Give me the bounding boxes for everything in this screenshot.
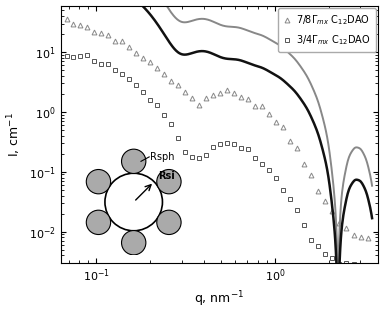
3/4$\Gamma_{mx}$ C$_{12}$DAO [225, 141, 229, 145]
7/8$\Gamma_{mx}$ C$_{12}$DAO [295, 146, 300, 150]
X-axis label: q, nm$^{-1}$: q, nm$^{-1}$ [194, 290, 245, 309]
7/8$\Gamma_{mx}$ C$_{12}$DAO [85, 25, 90, 29]
7/8$\Gamma_{mx}$ C$_{12}$DAO [302, 162, 306, 166]
7/8$\Gamma_{mx}$ C$_{12}$DAO [147, 60, 152, 64]
3/4$\Gamma_{mx}$ C$_{12}$DAO [302, 223, 306, 227]
3/4$\Gamma_{mx}$ C$_{12}$DAO [71, 55, 75, 59]
Line: 7/8$\Gamma_{mx}$ C$_{12}$DAO: 7/8$\Gamma_{mx}$ C$_{12}$DAO [64, 17, 370, 241]
Line: 3/4$\Gamma_{mx}$ C$_{12}$DAO: 3/4$\Gamma_{mx}$ C$_{12}$DAO [64, 53, 356, 266]
7/8$\Gamma_{mx}$ C$_{12}$DAO [154, 66, 159, 70]
7/8$\Gamma_{mx}$ C$_{12}$DAO [120, 39, 124, 43]
3/4$\Gamma_{mx}$ C$_{12}$DAO [239, 146, 243, 150]
7/8$\Gamma_{mx}$ C$_{12}$DAO [113, 39, 117, 43]
7/8$\Gamma_{mx}$ C$_{12}$DAO [169, 80, 173, 83]
7/8$\Gamma_{mx}$ C$_{12}$DAO [323, 199, 328, 203]
3/4$\Gamma_{mx}$ C$_{12}$DAO [204, 153, 208, 157]
3/4$\Gamma_{mx}$ C$_{12}$DAO [106, 62, 110, 66]
3/4$\Gamma_{mx}$ C$_{12}$DAO [182, 150, 187, 154]
3/4$\Gamma_{mx}$ C$_{12}$DAO [309, 238, 314, 242]
3/4$\Gamma_{mx}$ C$_{12}$DAO [197, 156, 201, 160]
7/8$\Gamma_{mx}$ C$_{12}$DAO [344, 226, 349, 230]
7/8$\Gamma_{mx}$ C$_{12}$DAO [99, 31, 103, 35]
3/4$\Gamma_{mx}$ C$_{12}$DAO [232, 142, 236, 146]
7/8$\Gamma_{mx}$ C$_{12}$DAO [267, 112, 271, 116]
3/4$\Gamma_{mx}$ C$_{12}$DAO [323, 252, 328, 256]
Legend: 7/8$\Gamma_{mx}$ C$_{12}$DAO, 3/4$\Gamma_{mx}$ C$_{12}$DAO: 7/8$\Gamma_{mx}$ C$_{12}$DAO, 3/4$\Gamma… [278, 9, 376, 52]
3/4$\Gamma_{mx}$ C$_{12}$DAO [175, 136, 180, 140]
3/4$\Gamma_{mx}$ C$_{12}$DAO [267, 168, 271, 172]
3/4$\Gamma_{mx}$ C$_{12}$DAO [218, 142, 222, 146]
7/8$\Gamma_{mx}$ C$_{12}$DAO [92, 30, 96, 33]
3/4$\Gamma_{mx}$ C$_{12}$DAO [246, 147, 250, 151]
7/8$\Gamma_{mx}$ C$_{12}$DAO [358, 235, 363, 238]
3/4$\Gamma_{mx}$ C$_{12}$DAO [92, 59, 96, 62]
3/4$\Gamma_{mx}$ C$_{12}$DAO [133, 83, 138, 87]
7/8$\Gamma_{mx}$ C$_{12}$DAO [239, 95, 243, 99]
7/8$\Gamma_{mx}$ C$_{12}$DAO [106, 33, 110, 37]
3/4$\Gamma_{mx}$ C$_{12}$DAO [147, 98, 152, 102]
7/8$\Gamma_{mx}$ C$_{12}$DAO [197, 103, 201, 107]
3/4$\Gamma_{mx}$ C$_{12}$DAO [274, 176, 278, 180]
7/8$\Gamma_{mx}$ C$_{12}$DAO [260, 104, 265, 107]
7/8$\Gamma_{mx}$ C$_{12}$DAO [288, 139, 293, 143]
7/8$\Gamma_{mx}$ C$_{12}$DAO [309, 174, 314, 177]
7/8$\Gamma_{mx}$ C$_{12}$DAO [175, 83, 180, 87]
3/4$\Gamma_{mx}$ C$_{12}$DAO [295, 208, 300, 212]
3/4$\Gamma_{mx}$ C$_{12}$DAO [253, 156, 257, 159]
3/4$\Gamma_{mx}$ C$_{12}$DAO [141, 90, 145, 94]
Y-axis label: I, cm$^{-1}$: I, cm$^{-1}$ [5, 112, 23, 157]
7/8$\Gamma_{mx}$ C$_{12}$DAO [127, 45, 131, 49]
3/4$\Gamma_{mx}$ C$_{12}$DAO [337, 262, 342, 266]
7/8$\Gamma_{mx}$ C$_{12}$DAO [281, 125, 286, 129]
3/4$\Gamma_{mx}$ C$_{12}$DAO [85, 54, 90, 57]
7/8$\Gamma_{mx}$ C$_{12}$DAO [330, 209, 335, 213]
7/8$\Gamma_{mx}$ C$_{12}$DAO [133, 51, 138, 55]
3/4$\Gamma_{mx}$ C$_{12}$DAO [330, 256, 335, 260]
3/4$\Gamma_{mx}$ C$_{12}$DAO [211, 145, 215, 149]
7/8$\Gamma_{mx}$ C$_{12}$DAO [204, 96, 208, 100]
7/8$\Gamma_{mx}$ C$_{12}$DAO [78, 23, 83, 27]
7/8$\Gamma_{mx}$ C$_{12}$DAO [232, 91, 236, 95]
3/4$\Gamma_{mx}$ C$_{12}$DAO [169, 123, 173, 126]
7/8$\Gamma_{mx}$ C$_{12}$DAO [351, 233, 356, 237]
7/8$\Gamma_{mx}$ C$_{12}$DAO [253, 104, 257, 107]
3/4$\Gamma_{mx}$ C$_{12}$DAO [190, 155, 194, 159]
7/8$\Gamma_{mx}$ C$_{12}$DAO [71, 22, 75, 26]
3/4$\Gamma_{mx}$ C$_{12}$DAO [316, 244, 321, 248]
7/8$\Gamma_{mx}$ C$_{12}$DAO [211, 93, 215, 97]
7/8$\Gamma_{mx}$ C$_{12}$DAO [64, 18, 69, 21]
7/8$\Gamma_{mx}$ C$_{12}$DAO [141, 56, 145, 60]
3/4$\Gamma_{mx}$ C$_{12}$DAO [288, 198, 293, 201]
3/4$\Gamma_{mx}$ C$_{12}$DAO [351, 262, 356, 266]
7/8$\Gamma_{mx}$ C$_{12}$DAO [246, 97, 250, 100]
7/8$\Gamma_{mx}$ C$_{12}$DAO [365, 237, 370, 240]
7/8$\Gamma_{mx}$ C$_{12}$DAO [190, 96, 194, 100]
7/8$\Gamma_{mx}$ C$_{12}$DAO [337, 221, 342, 225]
3/4$\Gamma_{mx}$ C$_{12}$DAO [127, 77, 131, 81]
7/8$\Gamma_{mx}$ C$_{12}$DAO [162, 72, 166, 76]
7/8$\Gamma_{mx}$ C$_{12}$DAO [316, 190, 321, 193]
7/8$\Gamma_{mx}$ C$_{12}$DAO [218, 91, 222, 95]
7/8$\Gamma_{mx}$ C$_{12}$DAO [225, 88, 229, 92]
7/8$\Gamma_{mx}$ C$_{12}$DAO [274, 120, 278, 123]
3/4$\Gamma_{mx}$ C$_{12}$DAO [154, 104, 159, 107]
3/4$\Gamma_{mx}$ C$_{12}$DAO [162, 113, 166, 117]
3/4$\Gamma_{mx}$ C$_{12}$DAO [281, 188, 286, 192]
3/4$\Gamma_{mx}$ C$_{12}$DAO [113, 68, 117, 72]
3/4$\Gamma_{mx}$ C$_{12}$DAO [120, 72, 124, 76]
3/4$\Gamma_{mx}$ C$_{12}$DAO [78, 54, 83, 58]
3/4$\Gamma_{mx}$ C$_{12}$DAO [99, 63, 103, 66]
3/4$\Gamma_{mx}$ C$_{12}$DAO [344, 261, 349, 265]
3/4$\Gamma_{mx}$ C$_{12}$DAO [64, 54, 69, 58]
7/8$\Gamma_{mx}$ C$_{12}$DAO [182, 91, 187, 94]
3/4$\Gamma_{mx}$ C$_{12}$DAO [260, 162, 265, 166]
